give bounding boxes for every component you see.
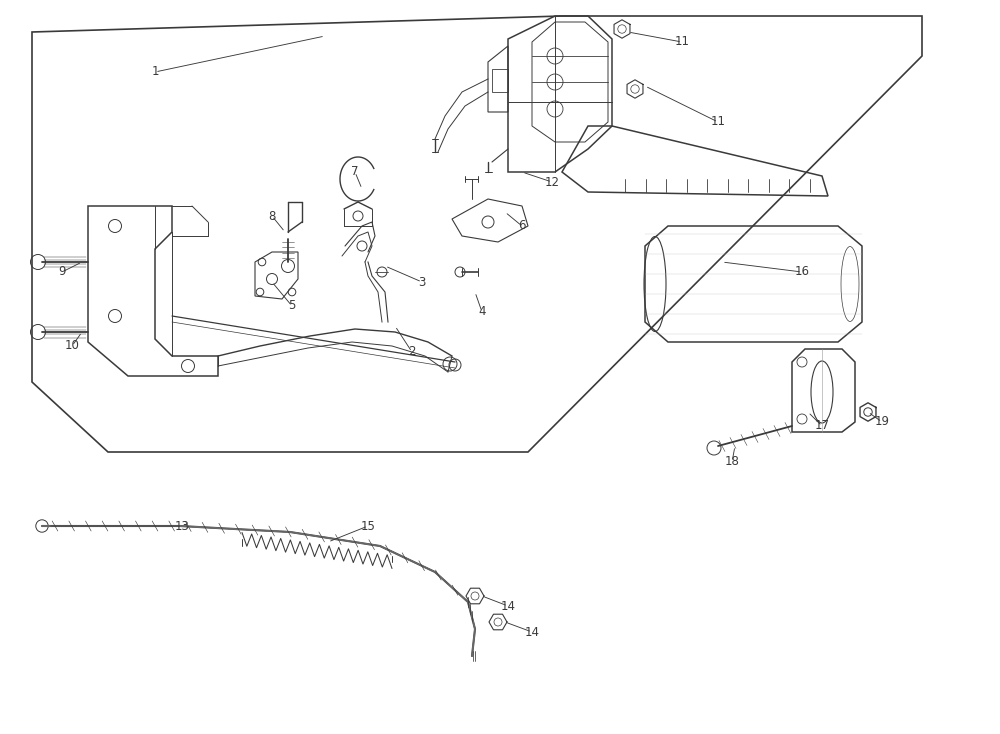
Text: 15: 15 — [361, 520, 375, 532]
Text: 5: 5 — [288, 299, 296, 313]
Text: 2: 2 — [408, 346, 416, 358]
Text: 6: 6 — [518, 219, 526, 233]
Text: 4: 4 — [478, 305, 486, 319]
Text: 12: 12 — [544, 175, 560, 189]
Text: 7: 7 — [351, 165, 359, 178]
Text: 8: 8 — [268, 209, 276, 222]
Text: 19: 19 — [874, 415, 890, 429]
Text: 10: 10 — [65, 340, 79, 352]
Text: 18: 18 — [725, 456, 739, 468]
Text: 9: 9 — [58, 266, 66, 278]
Text: 16: 16 — [794, 266, 810, 278]
Text: 14: 14 — [524, 625, 540, 639]
Text: 17: 17 — [815, 420, 830, 432]
Text: 13: 13 — [175, 520, 189, 532]
Text: 11: 11 — [710, 115, 726, 128]
Text: 1: 1 — [151, 65, 159, 79]
Text: 11: 11 — [674, 35, 690, 48]
Text: 14: 14 — [501, 600, 516, 612]
Text: 3: 3 — [418, 275, 426, 288]
